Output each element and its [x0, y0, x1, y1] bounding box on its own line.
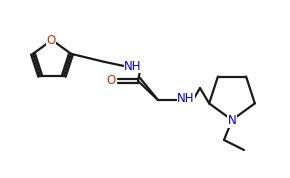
Text: NH: NH	[124, 59, 142, 72]
Text: NH: NH	[177, 91, 195, 104]
Text: O: O	[106, 75, 116, 88]
Text: O: O	[46, 33, 56, 46]
Text: N: N	[228, 114, 236, 127]
